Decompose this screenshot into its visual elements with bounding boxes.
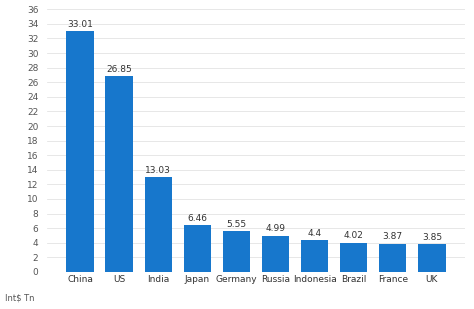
Bar (223, 231, 250, 272)
Text: 33.01: 33.01 (67, 20, 93, 29)
Bar (418, 244, 446, 272)
Text: 4.4: 4.4 (308, 229, 322, 238)
Text: 4.02: 4.02 (344, 231, 364, 240)
Bar (66, 31, 94, 272)
Bar (183, 225, 211, 272)
Text: 6.46: 6.46 (187, 214, 207, 222)
Text: 26.85: 26.85 (106, 65, 132, 74)
Bar (105, 76, 133, 272)
Bar (340, 243, 367, 272)
Bar (301, 240, 328, 272)
Text: 3.85: 3.85 (422, 233, 442, 242)
Text: 3.87: 3.87 (383, 232, 403, 242)
Text: 5.55: 5.55 (227, 220, 246, 229)
Text: Int$ Tn: Int$ Tn (5, 294, 34, 303)
Bar (145, 177, 172, 272)
Text: 4.99: 4.99 (265, 224, 285, 233)
Bar (379, 244, 407, 272)
Text: 13.03: 13.03 (146, 166, 171, 175)
Bar (262, 235, 289, 272)
